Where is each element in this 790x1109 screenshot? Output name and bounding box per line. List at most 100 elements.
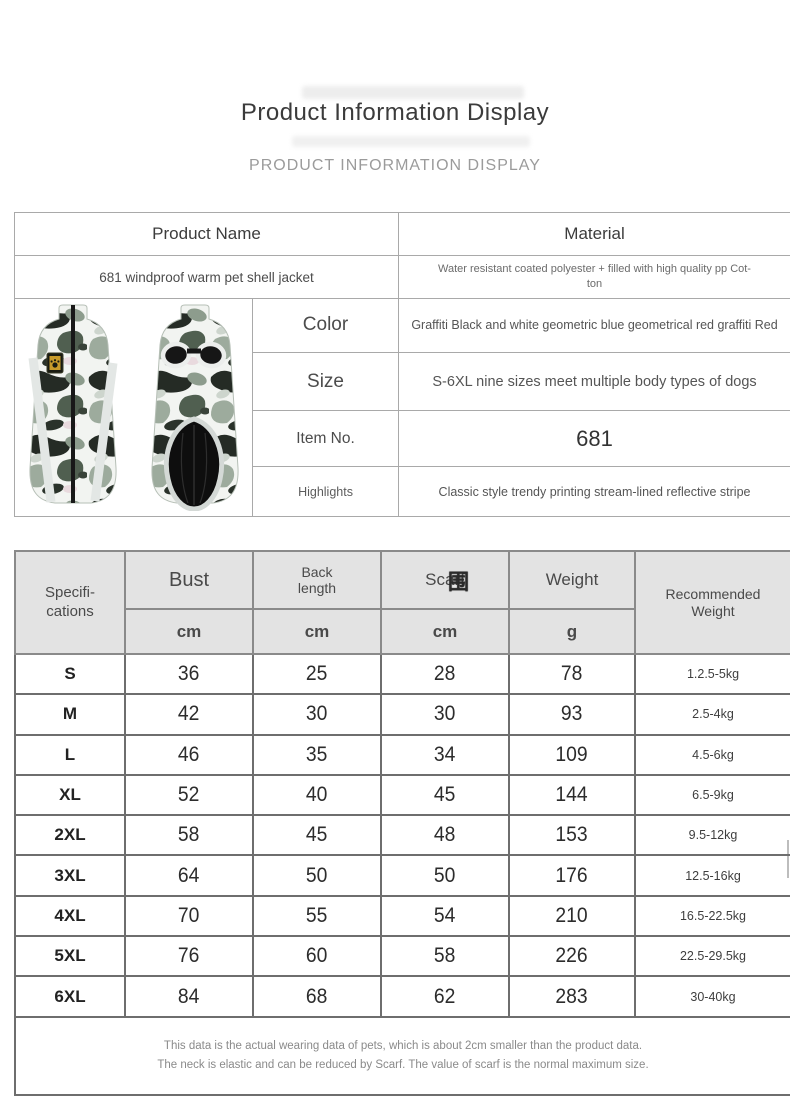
bust-value: 52 [124,773,254,817]
bust-value: 42 [124,693,254,736]
jacket-front-view [28,304,117,504]
recommended-weight-value: 2.5-4kg [634,693,790,736]
scarf-value: 34 [380,733,510,776]
weight-value-text: 176 [555,863,589,887]
weight-value-text: 144 [555,783,589,807]
jacket-back-view [150,304,239,512]
spec-row-4xl: 4XL 70 55 54 210 16.5-22.5kg [14,894,790,938]
size-name: 3XL [14,854,126,897]
product-info-table: Product Name Material 681 windproof warm… [13,212,790,517]
size-row: Size S-6XL nine sizes meet multiple body… [15,351,790,412]
weight-value-text: 109 [555,742,589,766]
back-length-value-text: 50 [306,863,328,887]
scarf-value: 30 [380,693,510,736]
bust-value: 46 [124,733,254,776]
highlights-value: Classic style trendy printing stream-lin… [398,466,790,517]
weight-value: 210 [508,894,636,938]
recommended-weight-value: 22.5-29.5kg [634,935,790,978]
size-name: 2XL [14,814,126,857]
reflective-stripe [28,357,55,503]
back-length-value: 68 [252,975,382,1018]
back-length-value-text: 35 [306,742,328,766]
bust-value-text: 42 [178,702,200,726]
back-length-value: 30 [252,693,382,736]
bust-value-text: 64 [178,863,200,887]
size-name: S [14,652,126,696]
paw-logo-patch [46,352,63,374]
scarf-unit: cm [380,608,510,655]
item-no-value: 681 [398,410,790,468]
page-title: Product Information Display [240,99,550,126]
back-length-value: 40 [252,773,382,817]
info-header-row: Product Name Material [13,212,790,256]
back-length-value-text: 30 [306,702,328,726]
recommended-weight-value: 16.5-22.5kg [634,894,790,938]
scarf-value: 50 [380,854,510,897]
bust-value-text: 46 [178,742,200,766]
bust-value-text: 76 [178,944,200,968]
color-label: Color [251,298,400,353]
back-length-value: 35 [252,733,382,776]
spec-header-row: Specifi- cations Bust Back length Scarf … [14,550,790,655]
highlights-row: Highlights Classic style trendy printing… [15,466,790,517]
scarf-label: Scarf [425,570,465,589]
weight-value: 176 [508,854,636,897]
size-name: 4XL [14,894,126,938]
notes-cell: This data is the actual wearing data of … [14,1015,790,1096]
back-length-value-text: 40 [306,783,328,807]
bust-value: 84 [124,975,254,1018]
recommended-weight-value: 1.2.5-5kg [634,652,790,696]
spec-row-xl: XL 52 40 45 144 6.5-9kg [14,773,790,817]
scarf-value: 62 [380,975,510,1018]
product-image [28,304,239,512]
goggles [160,341,226,369]
scarf-value: 28 [380,652,510,696]
size-spec-table: Specifi- cations Bust Back length Scarf … [14,550,790,1096]
bust-unit: cm [124,608,254,655]
open-neck-lining [163,416,224,512]
weight-value-text: 153 [555,823,589,847]
recommended-weight-value: 9.5-12kg [634,814,790,857]
item-no-label: Item No. [251,410,400,468]
bust-value-text: 70 [178,903,200,927]
spec-row-3xl: 3XL 64 50 50 176 12.5-16kg [14,854,790,897]
size-name: XL [14,773,126,817]
scarf-value: 45 [380,773,510,817]
color-row: Color Graffiti Black and white geometric… [14,298,790,517]
spec-row-5xl: 5XL 76 60 58 226 22.5-29.5kg [14,935,790,978]
item-no-row: Item No. 681 [15,410,790,468]
back-length-column-header: Back length [252,550,382,610]
back-length-value-text: 25 [306,662,328,686]
weight-value: 109 [508,733,636,776]
scarf-value-text: 48 [434,823,456,847]
back-length-value: 45 [252,814,382,857]
size-name: M [14,693,126,736]
back-length-value-text: 45 [306,823,328,847]
highlights-label: Highlights [251,466,400,517]
scarf-value-text: 45 [434,783,456,807]
scarf-value: 54 [380,894,510,938]
recommended-weight-value: 12.5-16kg [634,854,790,897]
bust-value: 64 [124,854,254,897]
weight-value-text: 78 [561,662,583,686]
scarf-column-header: Scarf 围 [380,550,510,610]
size-name: 5XL [14,935,126,978]
bust-value-text: 84 [178,984,200,1008]
note-wearing-data: This data is the actual wearing data of … [163,1040,643,1053]
weight-value: 93 [508,693,636,736]
recommended-weight-value: 4.5-6kg [634,733,790,776]
info-value-row: 681 windproof warm pet shell jacket Wate… [13,255,790,299]
back-length-value-text: 60 [306,944,328,968]
page-subtitle: PRODUCT INFORMATION DISPLAY [249,157,541,174]
bust-value-text: 52 [178,783,200,807]
bust-value: 76 [124,935,254,978]
weight-column-header: Weight [508,550,636,610]
spec-row-2xl: 2XL 58 45 48 153 9.5-12kg [14,814,790,857]
size-name: L [14,733,126,776]
scarf-value-text: 30 [434,702,456,726]
bust-column-header: Bust [124,550,254,610]
weight-value: 226 [508,935,636,978]
color-value: Graffiti Black and white geometric blue … [398,298,790,353]
weight-value-text: 226 [555,944,589,968]
weight-value: 283 [508,975,636,1018]
